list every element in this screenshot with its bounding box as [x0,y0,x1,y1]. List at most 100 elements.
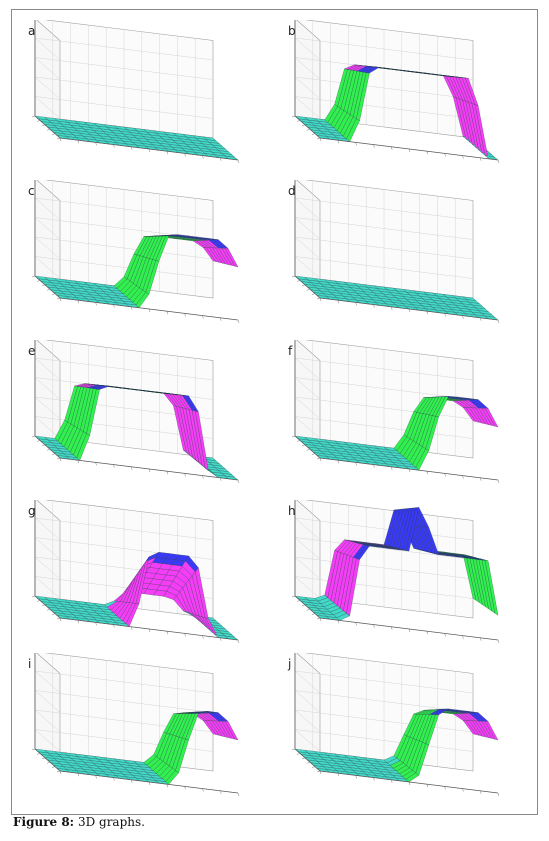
x-tick [148,628,151,633]
y-axis-line [34,595,61,619]
x-tick [95,142,97,146]
surface-mesh [294,507,499,621]
surface-plot-a [31,20,240,164]
grid-line [34,57,61,80]
grid-line [294,76,321,100]
grid-line [34,576,61,599]
surface-plot-h [291,500,500,644]
x-tick [337,620,340,624]
grid-line [34,709,61,733]
y-tick [301,124,306,127]
x-tick [479,317,482,321]
y-tick [46,128,51,131]
panel-label-b: b [288,24,296,38]
panel-label-e: e [28,344,36,358]
x-tick [148,468,151,473]
axis-lines [291,500,500,644]
grid-line [294,37,321,61]
surface-plot-f [291,340,500,484]
x-tick [497,319,500,324]
x-tick [444,633,446,637]
x-tick [219,790,222,794]
x-tick [130,779,133,783]
x-tick [166,631,169,635]
x-tick [319,297,322,302]
x-tick [113,304,115,308]
surface-mesh [294,64,499,161]
surface-plot-j [291,653,500,797]
x-tick [373,464,375,468]
figure-frame: a b c d e f g h i j [11,9,538,815]
axis-lines [291,653,500,797]
x-tick [319,617,322,622]
x-tick [95,302,97,306]
y-tick [41,604,46,607]
y-tick [56,770,61,773]
grid-line [34,197,61,221]
surface-patch [224,248,239,268]
y-axis-line [294,435,321,459]
y-tick [311,766,316,768]
grid-line [34,236,61,260]
y-tick [36,120,41,122]
x-tick [444,313,446,317]
y-tick [291,275,296,278]
surface-patch [224,721,239,741]
y-tick [46,288,51,291]
x-tick [95,622,97,626]
panel-b: b [280,20,532,175]
x-tick [390,146,393,150]
y-tick [51,133,56,135]
y-tick [31,435,36,438]
y-tick [46,761,51,764]
y-tick [291,748,296,751]
grid-line [294,729,321,752]
surface-mesh [34,551,239,641]
y-tick [301,284,306,287]
x-tick [202,788,204,792]
grid-line [294,217,321,240]
surface-patch [484,721,499,741]
surface-plot-d [291,180,500,324]
x-tick [479,477,482,481]
x-tick [237,479,240,484]
figure-caption-label: Figure 8: [13,815,75,829]
x-tick [184,313,186,317]
surface-mesh [294,708,499,783]
y-tick [36,753,41,755]
y-tick [36,280,41,282]
x-tick [426,311,429,315]
grid-line [294,57,321,80]
surface-plot-b [291,20,500,164]
panel-d: d [280,180,532,335]
x-tick [497,792,500,797]
grid-line [34,729,61,752]
panel-label-g: g [28,504,36,518]
x-tick [59,297,62,302]
panel-label-a: a [28,24,36,38]
x-tick [237,159,240,164]
x-tick [444,473,446,477]
y-tick [311,613,316,615]
figure-caption: Figure 8: 3D graphs. [13,815,145,829]
y-tick [316,617,321,620]
panel-label-i: i [28,657,32,671]
y-tick [311,453,316,455]
figure-caption-text: 3D graphs. [77,815,145,829]
surface-mesh [34,711,239,785]
panel-f: f [280,340,532,495]
x-tick [462,315,464,319]
x-tick [337,460,340,464]
x-tick [337,140,340,144]
x-tick [130,146,133,150]
x-tick [373,144,375,148]
surface-plot-g [31,500,240,644]
grid-line [34,96,61,119]
axis-lines [31,340,240,484]
x-tick [390,626,393,630]
y-tick [31,275,36,278]
x-tick [184,633,186,637]
y-tick [311,293,316,295]
x-tick [130,306,133,310]
x-tick [77,460,80,464]
